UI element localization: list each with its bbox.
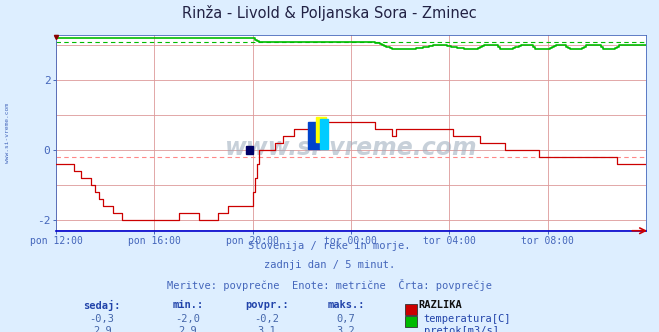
Text: 2,9: 2,9 <box>179 326 197 332</box>
Text: 0,7: 0,7 <box>337 314 355 324</box>
Polygon shape <box>308 122 320 148</box>
Text: www.si-vreme.com: www.si-vreme.com <box>225 136 477 160</box>
Text: Meritve: povprečne  Enote: metrične  Črta: povprečje: Meritve: povprečne Enote: metrične Črta:… <box>167 279 492 291</box>
Text: sedaj:: sedaj: <box>84 300 121 311</box>
Text: RAZLIKA: RAZLIKA <box>418 300 462 310</box>
Text: Slovenija / reke in morje.: Slovenija / reke in morje. <box>248 241 411 251</box>
Text: 2,9: 2,9 <box>93 326 111 332</box>
Text: 3,2: 3,2 <box>337 326 355 332</box>
Text: temperatura[C]: temperatura[C] <box>424 314 511 324</box>
Text: -0,3: -0,3 <box>90 314 115 324</box>
Text: 3,1: 3,1 <box>258 326 276 332</box>
Polygon shape <box>316 117 326 141</box>
Text: maks.:: maks.: <box>328 300 364 310</box>
Text: zadnji dan / 5 minut.: zadnji dan / 5 minut. <box>264 260 395 270</box>
Text: -0,2: -0,2 <box>254 314 279 324</box>
Text: Rinža - Livold & Poljanska Sora - Zminec: Rinža - Livold & Poljanska Sora - Zminec <box>182 5 477 21</box>
Text: min.:: min.: <box>172 300 204 310</box>
Text: pretok[m3/s]: pretok[m3/s] <box>424 326 499 332</box>
Text: -2,0: -2,0 <box>175 314 200 324</box>
Text: www.si-vreme.com: www.si-vreme.com <box>5 103 11 163</box>
Polygon shape <box>246 146 252 154</box>
Polygon shape <box>320 119 328 148</box>
Text: povpr.:: povpr.: <box>245 300 289 310</box>
